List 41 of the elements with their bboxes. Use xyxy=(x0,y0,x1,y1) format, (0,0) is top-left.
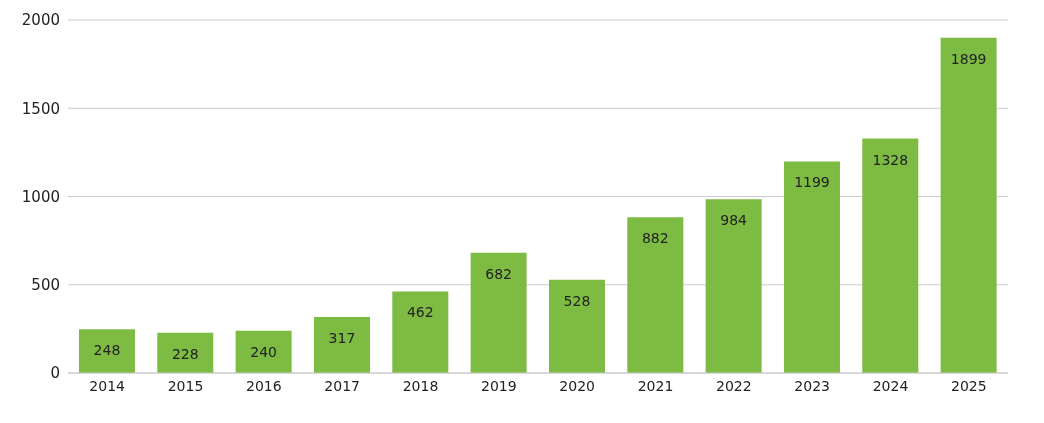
bar xyxy=(157,332,214,373)
x-tick-label: 2019 xyxy=(481,377,517,394)
bar xyxy=(235,330,292,373)
x-tick-label: 2014 xyxy=(89,377,126,394)
data-label: 882 xyxy=(641,230,669,247)
y-tick-label: 2000 xyxy=(21,11,60,30)
x-tick-label: 2022 xyxy=(716,377,752,394)
data-label: 682 xyxy=(485,265,512,282)
data-label: 248 xyxy=(93,342,121,359)
bar xyxy=(783,161,840,373)
data-label: 1899 xyxy=(950,50,987,67)
data-label: 528 xyxy=(563,292,591,309)
bar xyxy=(392,291,449,373)
bar xyxy=(78,329,135,373)
bar xyxy=(940,37,997,373)
bar xyxy=(548,279,605,373)
x-tick-label: 2024 xyxy=(872,377,909,394)
x-tick-label: 2025 xyxy=(951,377,987,394)
y-tick-label: 0 xyxy=(50,364,60,383)
x-tick-label: 2021 xyxy=(637,377,674,394)
data-label: 240 xyxy=(250,343,277,360)
y-tick-label: 500 xyxy=(31,276,60,295)
bar xyxy=(470,252,527,373)
x-tick-label: 2020 xyxy=(559,377,595,394)
x-tick-label: 2016 xyxy=(246,377,282,394)
data-label: 228 xyxy=(171,345,199,362)
data-label: 1328 xyxy=(872,151,909,168)
data-label: 984 xyxy=(720,212,748,229)
x-tick-label: 2017 xyxy=(324,377,360,394)
data-label: 462 xyxy=(406,304,434,321)
x-tick-label: 2023 xyxy=(794,377,830,394)
x-tick-label: 2015 xyxy=(167,377,204,394)
data-label: 317 xyxy=(328,329,356,346)
x-tick-label: 2018 xyxy=(402,377,439,394)
y-tick-label: 1500 xyxy=(21,99,60,118)
y-tick-label: 1000 xyxy=(21,187,60,206)
bar xyxy=(313,317,370,373)
data-label: 1199 xyxy=(794,174,830,191)
bar xyxy=(627,217,684,373)
bar xyxy=(705,199,762,373)
bar xyxy=(862,138,919,373)
